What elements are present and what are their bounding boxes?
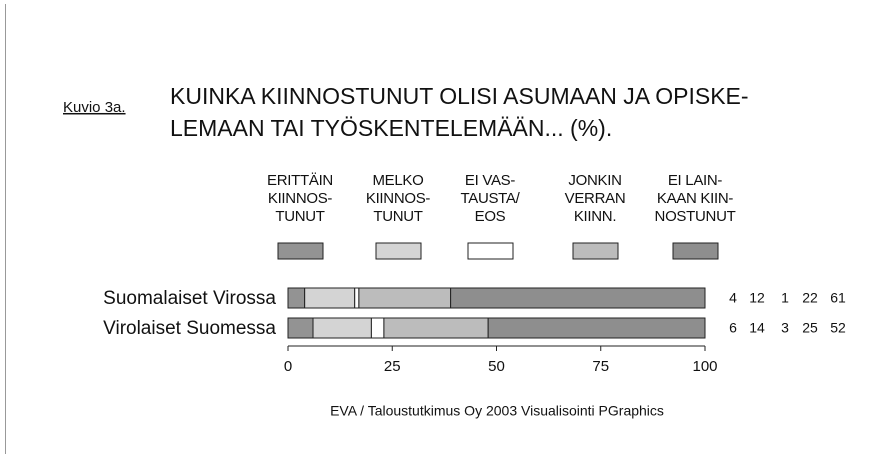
- chart-title: KUINKA KIINNOSTUNUT OLISI ASUMAAN JA OPI…: [170, 83, 749, 141]
- value-label: 3: [781, 320, 789, 336]
- value-label: 22: [802, 290, 818, 306]
- legend-swatch: [467, 242, 514, 260]
- legend-swatch: [277, 242, 324, 260]
- legend-label: JONKIN VERRAN KIINN.: [564, 172, 626, 225]
- legend-label: EI VAS- TAUSTA/ EOS: [460, 172, 520, 225]
- x-tick-label: 100: [692, 358, 717, 375]
- bar-segment: [354, 287, 360, 309]
- bar-segment: [370, 317, 385, 339]
- x-tick-label: 75: [592, 358, 609, 375]
- legend-swatch: [375, 242, 422, 260]
- value-label: 61: [830, 290, 846, 306]
- legend-swatch: [672, 242, 719, 260]
- bar-segment: [487, 317, 706, 339]
- bar-segment: [358, 287, 452, 309]
- bar-segment: [450, 287, 706, 309]
- legend-label: MELKO KIINNOS- TUNUT: [365, 172, 431, 225]
- category-label: Suomalaiset Virossa: [103, 288, 276, 309]
- legend-label: EI LAIN- KAAN KIIN- NOSTUNUT: [654, 172, 736, 225]
- bar-segment: [383, 317, 489, 339]
- legend-swatch: [572, 242, 619, 260]
- value-label: 12: [749, 290, 765, 306]
- bar-segment: [287, 317, 314, 339]
- x-tick-label: 0: [284, 358, 292, 375]
- value-label: 52: [830, 320, 846, 336]
- figure-label: Kuvio 3a.: [63, 99, 126, 116]
- x-tick-label: 25: [384, 358, 401, 375]
- x-tick-label: 50: [488, 358, 505, 375]
- bar-segment: [312, 317, 372, 339]
- category-label: Virolaiset Suomessa: [103, 318, 276, 339]
- value-label: 6: [729, 320, 737, 336]
- bar-segment: [287, 287, 306, 309]
- value-label: 25: [802, 320, 818, 336]
- value-label: 1: [781, 290, 789, 306]
- value-label: 4: [729, 290, 737, 306]
- value-label: 14: [749, 320, 765, 336]
- legend-label: ERITTÄIN KIINNOS- TUNUT: [267, 172, 333, 225]
- source: EVA / Taloustutkimus Oy 2003 Visualisoin…: [330, 403, 664, 419]
- bar-segment: [304, 287, 356, 309]
